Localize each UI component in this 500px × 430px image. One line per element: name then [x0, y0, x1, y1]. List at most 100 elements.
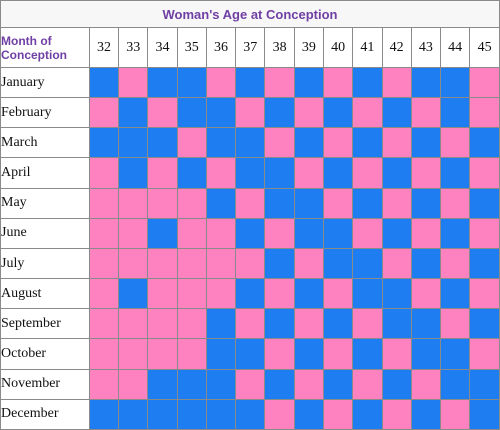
girl-cell-44	[440, 308, 471, 340]
boy-cell-38	[264, 97, 295, 129]
girl-cell-41	[352, 157, 383, 189]
boy-cell-37	[235, 278, 266, 310]
girl-cell-34	[147, 308, 178, 340]
age-header-45: 45	[469, 27, 500, 68]
girl-cell-41	[352, 308, 383, 340]
boy-cell-45	[469, 308, 500, 340]
boy-cell-36	[205, 97, 237, 129]
boy-cell-39	[293, 187, 324, 219]
boy-cell-35	[176, 368, 207, 400]
boy-cell-41	[352, 278, 383, 310]
boy-cell-37	[235, 217, 266, 249]
girl-cell-32	[88, 157, 120, 189]
boy-cell-42	[381, 97, 412, 129]
boy-cell-42	[381, 217, 412, 249]
month-label: March	[0, 127, 90, 159]
boy-cell-39	[293, 278, 324, 310]
age-header-35: 35	[176, 27, 207, 68]
month-row-november: November	[0, 368, 500, 400]
girl-cell-37	[235, 187, 266, 219]
girl-cell-44	[440, 127, 471, 159]
boy-cell-39	[293, 217, 324, 249]
boy-cell-39	[293, 127, 324, 159]
girl-cell-32	[88, 338, 120, 370]
age-header-32: 32	[88, 27, 120, 68]
boy-cell-37	[235, 127, 266, 159]
boy-cell-38	[264, 308, 295, 340]
boy-cell-34	[147, 398, 178, 430]
girl-cell-45	[469, 278, 500, 310]
girl-cell-34	[147, 278, 178, 310]
boy-cell-40	[322, 368, 354, 400]
boy-cell-45	[469, 398, 500, 430]
boy-cell-44	[440, 157, 471, 189]
boy-cell-36	[205, 338, 237, 370]
boy-cell-43	[410, 308, 442, 340]
girl-cell-32	[88, 217, 120, 249]
boy-cell-43	[410, 127, 442, 159]
boy-cell-45	[469, 187, 500, 219]
boy-cell-38	[264, 368, 295, 400]
month-header-line-2: Conception	[1, 47, 67, 62]
girl-cell-42	[381, 247, 412, 280]
month-row-august: August	[0, 278, 500, 310]
boy-cell-40	[322, 157, 354, 189]
boy-cell-33	[118, 97, 149, 129]
age-header-36: 36	[205, 27, 237, 68]
girl-cell-32	[88, 187, 120, 219]
age-header-33: 33	[118, 27, 149, 68]
month-row-april: April	[0, 157, 500, 189]
boy-cell-44	[440, 66, 471, 99]
girl-cell-39	[293, 368, 324, 400]
boy-cell-32	[88, 66, 120, 99]
boy-cell-42	[381, 368, 412, 400]
girl-cell-32	[88, 278, 120, 310]
boy-cell-45	[469, 127, 500, 159]
boy-cell-41	[352, 247, 383, 280]
girl-cell-43	[410, 278, 442, 310]
boy-cell-35	[176, 97, 207, 129]
girl-cell-37	[235, 97, 266, 129]
girl-cell-42	[381, 127, 412, 159]
girl-cell-43	[410, 157, 442, 189]
boy-cell-43	[410, 338, 442, 370]
boy-cell-43	[410, 398, 442, 430]
girl-cell-36	[205, 217, 237, 249]
girl-cell-38	[264, 127, 295, 159]
girl-cell-45	[469, 157, 500, 189]
boy-cell-44	[440, 368, 471, 400]
boy-cell-44	[440, 338, 471, 370]
boy-cell-43	[410, 66, 442, 99]
age-header-42: 42	[381, 27, 412, 68]
month-row-october: October	[0, 338, 500, 370]
boy-cell-43	[410, 187, 442, 219]
boy-cell-34	[147, 217, 178, 249]
girl-cell-33	[118, 308, 149, 340]
boy-cell-40	[322, 247, 354, 280]
girl-cell-43	[410, 97, 442, 129]
boy-cell-41	[352, 398, 383, 430]
girl-cell-44	[440, 247, 471, 280]
girl-cell-34	[147, 187, 178, 219]
boy-cell-41	[352, 66, 383, 99]
boy-cell-36	[205, 308, 237, 340]
boy-cell-45	[469, 247, 500, 280]
boy-cell-43	[410, 247, 442, 280]
boy-cell-37	[235, 66, 266, 99]
girl-cell-33	[118, 368, 149, 400]
month-row-january: January	[0, 66, 500, 99]
girl-cell-41	[352, 217, 383, 249]
girl-cell-40	[322, 398, 354, 430]
age-header-43: 43	[410, 27, 442, 68]
girl-cell-36	[205, 247, 237, 280]
month-label: December	[0, 398, 90, 430]
girl-cell-41	[352, 368, 383, 400]
month-row-february: February	[0, 97, 500, 129]
boy-cell-35	[176, 398, 207, 430]
month-label: January	[0, 66, 90, 99]
boy-cell-33	[118, 398, 149, 430]
month-row-december: December	[0, 398, 500, 430]
girl-cell-37	[235, 308, 266, 340]
boy-cell-38	[264, 187, 295, 219]
boy-cell-34	[147, 368, 178, 400]
